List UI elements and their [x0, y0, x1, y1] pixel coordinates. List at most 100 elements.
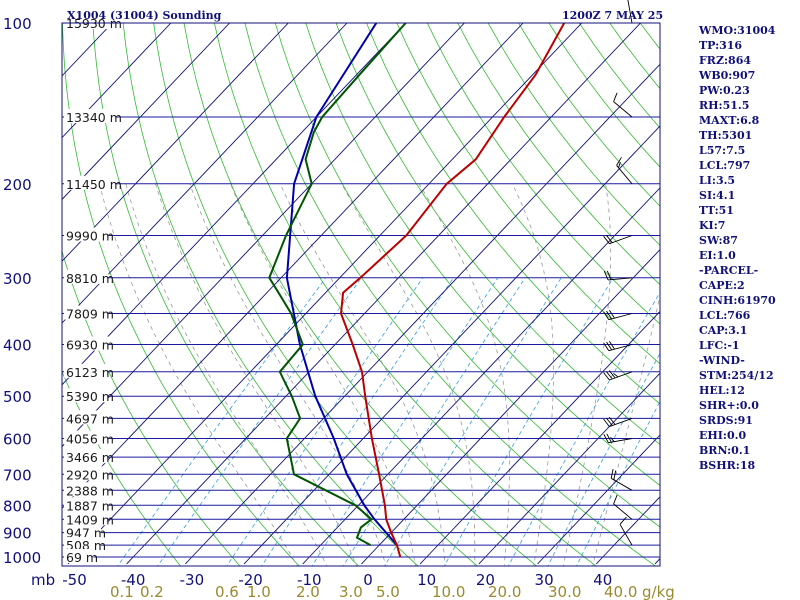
wind-barb-flag — [613, 372, 619, 378]
sounding-index-item: SI:4.1 — [699, 189, 736, 202]
wind-barb-flag — [606, 270, 612, 280]
wind-barb-shaft — [608, 277, 633, 281]
sounding-index-item: FRZ:864 — [699, 54, 752, 67]
height-label: 2920 m — [66, 467, 114, 482]
moist-adiabats — [99, 183, 660, 566]
wind-barb — [603, 270, 633, 281]
mixing-ratio-line — [226, 277, 424, 566]
wind-barb-flag — [606, 310, 613, 320]
wind-barb-shaft — [609, 235, 633, 245]
height-label: 4697 m — [66, 411, 114, 426]
temperature-tick-label: 20 — [476, 571, 495, 589]
moist-adiabat-line — [189, 183, 387, 566]
sounding-index-item: PW:0.23 — [699, 84, 750, 97]
wind-barb-flag — [603, 434, 609, 443]
height-label: 6123 m — [66, 365, 114, 380]
wind-barb — [603, 340, 633, 352]
sounding-index-item: LFC:-1 — [699, 339, 740, 352]
isotherm-line — [62, 23, 407, 386]
dry-adiabat-line — [62, 23, 300, 566]
wind-barb-flag — [603, 311, 610, 320]
wind-barb — [627, 0, 633, 24]
sounding-index-item: CINH:61970 — [699, 294, 776, 307]
wind-barb-shaft — [610, 477, 633, 491]
moist-adiabat-line — [562, 183, 612, 566]
isotherms — [62, 23, 660, 565]
height-label-bg — [64, 466, 109, 481]
mixing-ratio-line — [311, 277, 499, 566]
height-label-bg — [64, 175, 116, 190]
sounding-index-item: EHI:0.0 — [699, 429, 747, 442]
sounding-index-item: L57:7.5 — [699, 144, 746, 157]
height-label: 11450 m — [66, 177, 122, 192]
height-label-bg — [64, 524, 101, 539]
wind-barb-shaft — [609, 417, 633, 428]
wind-barb-shaft — [608, 313, 633, 321]
height-label-bg — [64, 449, 109, 464]
isotherm-line — [537, 556, 545, 565]
mixing-ratio-line — [507, 291, 660, 566]
wind-barb-flag — [606, 417, 613, 426]
height-label-bg — [64, 227, 109, 242]
dry-adiabat-line — [183, 23, 538, 566]
wind-barbs — [603, 0, 633, 546]
sounding-index-item: SRDS:91 — [699, 414, 753, 427]
pressure-tick-label: 200 — [3, 176, 32, 194]
pressure-tick-label: 600 — [3, 431, 32, 449]
sounding-index-item: SHR+:0.0 — [699, 399, 759, 412]
wind-barb-flag — [603, 342, 610, 351]
valid-time: 1200Z 7 MAY 25 — [562, 9, 664, 22]
mixing-ratio-line — [342, 277, 526, 566]
mixing-ratio-tick-label: 1.0 — [247, 583, 271, 600]
dry-adiabat-line — [153, 23, 479, 566]
sounding-index-item: RH:51.5 — [699, 99, 750, 112]
wind-barb-shaft — [619, 524, 633, 546]
wind-barb-flag — [610, 437, 615, 442]
sounding-index-item: KI:7 — [699, 219, 726, 232]
mixing-ratio-unit-label: g/kg — [642, 583, 675, 600]
height-label-bg — [64, 15, 116, 29]
mixing-ratio-line — [576, 400, 660, 566]
isotherm-line — [302, 556, 310, 565]
isotherm-line — [485, 372, 660, 558]
pressure-tick-label: 300 — [3, 270, 32, 288]
mixing-ratio-line — [157, 277, 362, 566]
wind-barb-shaft — [613, 101, 633, 118]
isotherm-line — [367, 248, 660, 558]
wind-barb-flag — [609, 310, 615, 319]
isotherm-line — [595, 556, 604, 565]
plot-frame — [61, 22, 661, 567]
wind-barb — [610, 468, 633, 491]
wind-barb — [613, 494, 633, 520]
wind-barb-flag — [608, 370, 616, 379]
sounding-index-item: BSHR:18 — [699, 459, 756, 472]
mixing-ratio-lines — [117, 277, 660, 566]
dewpoint-trace — [268, 23, 407, 546]
sounding-index-item: EI:1.0 — [699, 249, 736, 262]
dry-adiabats — [62, 23, 660, 566]
height-label-bg — [64, 537, 101, 552]
isotherm-line — [543, 434, 660, 558]
moist-adiabat-line — [592, 294, 660, 566]
isotherm-line — [478, 556, 486, 565]
sounding-index-item: HEL:12 — [699, 384, 745, 397]
temperature-tick-label: 30 — [535, 571, 554, 589]
wind-barb-shaft — [627, 0, 633, 24]
wind-barb-shaft — [609, 371, 633, 381]
pressure-unit-label: mb — [31, 571, 55, 589]
sounding-index-item: -PARCEL- — [699, 264, 759, 277]
wind-barb-flag — [606, 341, 613, 351]
dry-adiabat-line — [122, 23, 419, 566]
pressure-tick-label: 500 — [3, 388, 32, 406]
sounding-index-item: SW:87 — [699, 234, 738, 247]
isotherm-line — [243, 556, 251, 565]
isotherm-line — [74, 23, 583, 558]
height-label-bg — [64, 363, 109, 378]
height-label: 3466 m — [66, 450, 114, 465]
height-label: 2388 m — [66, 483, 114, 498]
temperature-tick-label: 40 — [593, 571, 612, 589]
wind-barb-flag — [609, 340, 615, 350]
sounding-index-item: STM:254/12 — [699, 369, 774, 382]
height-label: 4056 m — [66, 432, 114, 447]
